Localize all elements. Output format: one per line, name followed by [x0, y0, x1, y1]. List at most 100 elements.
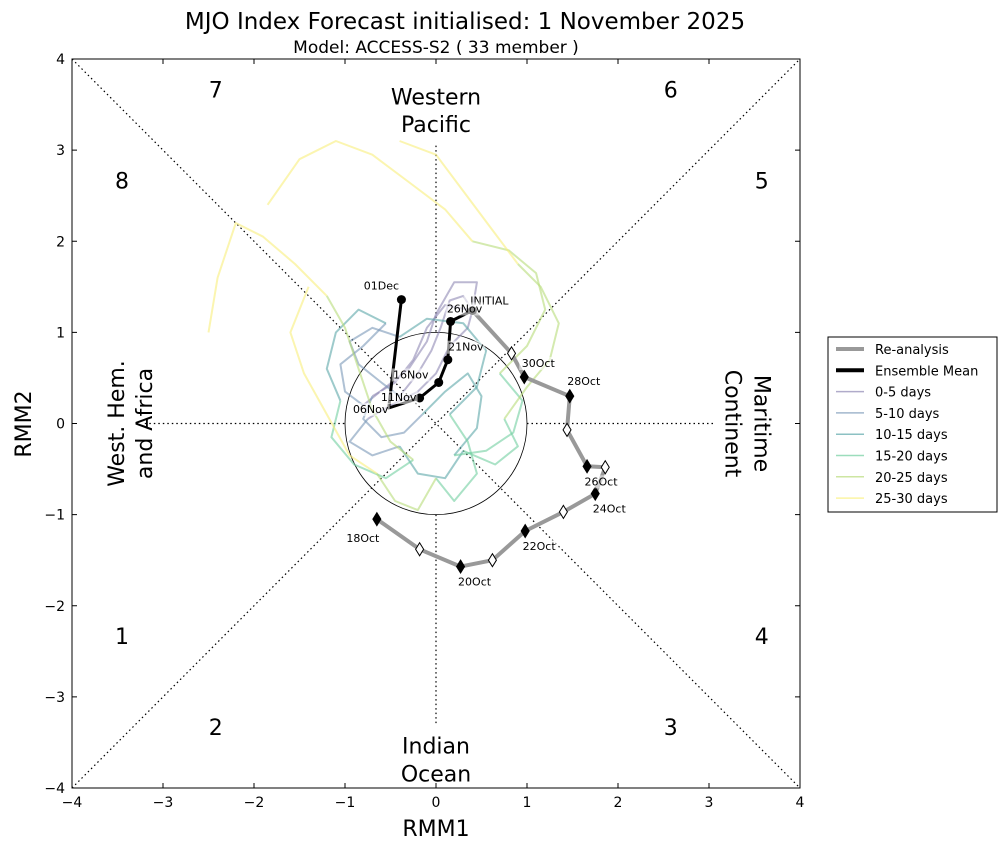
- reanalysis-marker: [372, 511, 382, 527]
- member-line: [325, 308, 387, 402]
- member-line: [348, 418, 400, 457]
- x-tick-label: 2: [614, 795, 623, 811]
- phase-label: 5: [755, 169, 769, 194]
- ensemble-mean-marker: [434, 377, 444, 387]
- date-label-bg: [455, 575, 494, 589]
- y-tick-label: −2: [44, 599, 65, 615]
- region-label-right: Maritime: [749, 375, 774, 472]
- date-label: 22Oct: [523, 540, 557, 553]
- ensemble-mean-marker: [443, 355, 453, 365]
- member-line: [325, 295, 414, 461]
- reanalysis-marker: [558, 504, 568, 520]
- member-line: [435, 413, 478, 502]
- region-label-left: West. Hem.: [105, 360, 130, 487]
- date-label-bg: [351, 403, 390, 417]
- x-tick-label: −1: [335, 795, 356, 811]
- member-line: [207, 222, 328, 333]
- member-line: [399, 317, 488, 416]
- date-label-bg: [343, 532, 382, 546]
- ensemble-mean-marker: [446, 316, 456, 326]
- member-line: [421, 372, 483, 457]
- x-tick-label: −4: [62, 795, 83, 811]
- ensemble-mean-marker: [396, 295, 406, 305]
- reanalysis-marker: [519, 369, 529, 385]
- date-label: 26Oct: [585, 475, 619, 488]
- reanalysis-marker: [520, 523, 530, 539]
- reanalysis-marker: [415, 541, 425, 557]
- y-tick-label: 3: [56, 143, 65, 159]
- plot-area: 18Oct20Oct22Oct24Oct26Oct28Oct30OctINITI…: [44, 52, 804, 811]
- x-axis-label: RMM1: [402, 817, 469, 842]
- x-tick-label: 4: [796, 795, 805, 811]
- phase-label: 6: [664, 78, 678, 103]
- phase-label: 4: [755, 625, 769, 650]
- date-label-bg: [520, 540, 559, 554]
- y-tick-label: −1: [44, 508, 65, 524]
- phase-label: 2: [209, 716, 223, 741]
- member-line: [472, 240, 547, 375]
- member-line: [330, 400, 414, 480]
- reanalysis-marker: [600, 459, 610, 475]
- member-line: [362, 281, 478, 407]
- x-tick-label: 1: [523, 795, 532, 811]
- region-label-bottom: Indian: [402, 734, 470, 759]
- member-line: [376, 473, 437, 512]
- y-tick-label: −3: [44, 690, 65, 706]
- legend-label: Ensemble Mean: [875, 364, 978, 379]
- member-line: [462, 418, 519, 466]
- reanalysis-marker: [562, 422, 572, 438]
- plot-contents: 18Oct20Oct22Oct24Oct26Oct28Oct30OctINITI…: [72, 59, 800, 788]
- region-label-top: Pacific: [401, 113, 471, 138]
- y-axis-label: RMM2: [12, 390, 37, 457]
- chart-title: MJO Index Forecast initialised: 1 Novemb…: [185, 9, 745, 35]
- date-label: 06Nov: [353, 403, 389, 416]
- y-tick-label: −4: [44, 781, 65, 797]
- y-tick-label: 2: [56, 234, 65, 250]
- reanalysis-marker: [590, 486, 600, 502]
- y-tick-label: 1: [56, 325, 65, 341]
- date-label: 28Oct: [567, 375, 601, 388]
- legend-label: 25-30 days: [875, 492, 948, 507]
- reanalysis-marker: [487, 552, 498, 568]
- member-line: [339, 322, 387, 407]
- legend-label: 5-10 days: [875, 407, 940, 422]
- legend: Re-analysis Ensemble Mean 0-5 days 5-10 day…: [827, 336, 998, 513]
- member-line: [289, 286, 378, 475]
- region-label-right: Continent: [719, 370, 744, 478]
- legend-label: Re-analysis: [875, 343, 949, 358]
- member-line: [399, 140, 519, 265]
- legend-label: 0-5 days: [875, 386, 931, 401]
- date-label-bg: [582, 475, 621, 489]
- date-label-bg: [446, 340, 485, 354]
- x-tick-label: −3: [153, 795, 174, 811]
- x-tick-label: 3: [705, 795, 714, 811]
- reanalysis-marker: [455, 559, 466, 575]
- phase-label: 7: [209, 78, 223, 103]
- reanalysis-marker: [506, 345, 517, 361]
- legend-label: 15-20 days: [875, 450, 948, 465]
- date-label-bg: [391, 368, 430, 382]
- region-label-left: and Africa: [133, 368, 158, 479]
- date-label-bg: [379, 390, 418, 404]
- x-tick-label: 0: [432, 795, 441, 811]
- reanalysis-marker: [565, 388, 575, 404]
- legend-label: 10-15 days: [875, 428, 948, 443]
- member-line: [503, 263, 560, 420]
- phase-label: 3: [664, 716, 678, 741]
- member-line: [398, 445, 465, 480]
- date-label: 18Oct: [346, 532, 380, 545]
- amplitude-circle: [344, 331, 528, 516]
- x-tick-label: −2: [244, 795, 265, 811]
- date-label: 01Dec: [364, 280, 399, 293]
- date-label: 16Nov: [393, 368, 429, 381]
- legend-box: [827, 336, 998, 513]
- date-label-bg: [519, 357, 558, 371]
- date-label-bg: [590, 502, 629, 516]
- phase-label: 8: [115, 169, 129, 194]
- date-label-bg: [564, 375, 603, 389]
- diagonal-line: [72, 59, 800, 788]
- date-label: 21Nov: [448, 341, 484, 354]
- member-line: [454, 372, 524, 457]
- reanalysis-line: [375, 309, 608, 569]
